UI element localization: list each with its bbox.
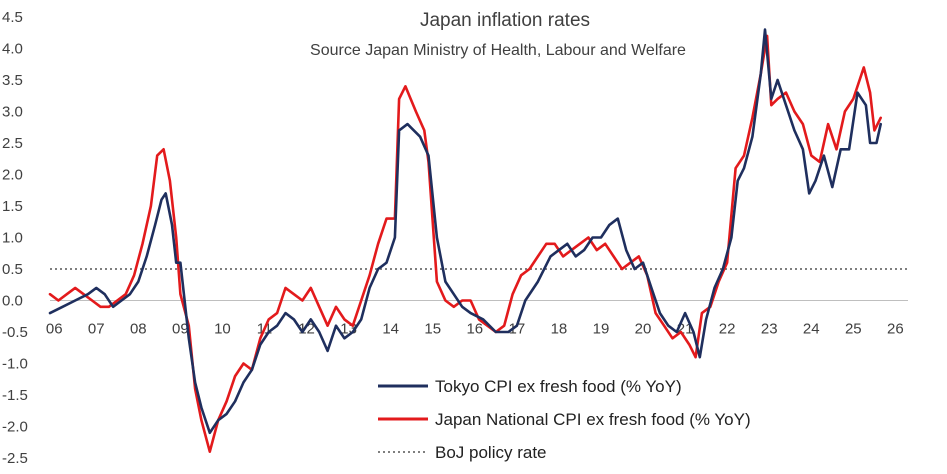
y-tick-label: -2.5 xyxy=(2,450,28,467)
legend-label: Tokyo CPI ex fresh food (% YoY) xyxy=(435,377,682,396)
series-line-0 xyxy=(48,28,882,435)
x-tick-label: 20 xyxy=(635,321,652,338)
y-tick-label: 4.5 xyxy=(2,9,23,26)
y-tick-label: 0.0 xyxy=(2,293,23,310)
y-tick-label: 1.0 xyxy=(2,230,23,247)
x-tick-label: 17 xyxy=(509,321,526,338)
x-tick-label: 18 xyxy=(551,321,568,338)
x-tick-label: 14 xyxy=(382,321,399,338)
series-layer xyxy=(48,28,908,453)
chart-title-block: Japan inflation rates Source Japan Minis… xyxy=(310,10,686,59)
x-tick-label: 07 xyxy=(88,321,105,338)
y-tick-label: 0.5 xyxy=(2,261,23,278)
x-tick-label: 15 xyxy=(424,321,441,338)
y-tick-label: 3.5 xyxy=(2,72,23,89)
x-tick-label: 23 xyxy=(761,321,778,338)
x-axis: 06 07 08 09 10 11 12 13 14 15 16 17 18 19 20 21 22 23 24 25… xyxy=(46,321,904,338)
x-tick-label: 19 xyxy=(593,321,610,338)
x-tick-label: 10 xyxy=(214,321,231,338)
x-tick-label: 25 xyxy=(845,321,862,338)
x-tick-label: 06 xyxy=(46,321,63,338)
legend: Tokyo CPI ex fresh food (% YoY) Japan Nat… xyxy=(378,377,751,462)
x-tick-label: 08 xyxy=(130,321,147,338)
x-tick-label: 26 xyxy=(887,321,904,338)
x-tick-label: 22 xyxy=(719,321,736,338)
y-tick-label: 3.0 xyxy=(2,104,23,121)
y-tick-label: 2.0 xyxy=(2,167,23,184)
y-tick-label: -0.5 xyxy=(2,324,28,341)
x-tick-label: 24 xyxy=(803,321,820,338)
y-tick-label: 1.5 xyxy=(2,198,23,215)
y-axis: 4.5 4.0 3.5 3.0 2.5 2.0 1.5 1.0 0.5 0.0 -0.5 -1.0 -1… xyxy=(2,9,28,467)
y-tick-label: -2.0 xyxy=(2,419,28,436)
y-tick-label: -1.5 xyxy=(2,387,28,404)
y-tick-label: 4.0 xyxy=(2,41,23,58)
chart-subtitle: Source Japan Ministry of Health, Labour … xyxy=(310,42,686,59)
chart-title: Japan inflation rates xyxy=(420,10,590,31)
y-tick-label: 2.5 xyxy=(2,135,23,152)
legend-label: Japan National CPI ex fresh food (% YoY) xyxy=(435,410,751,429)
x-tick-label: 09 xyxy=(172,321,189,338)
x-tick-label: 16 xyxy=(466,321,483,338)
y-tick-label: -1.0 xyxy=(2,356,28,373)
legend-label: BoJ policy rate xyxy=(435,443,547,462)
